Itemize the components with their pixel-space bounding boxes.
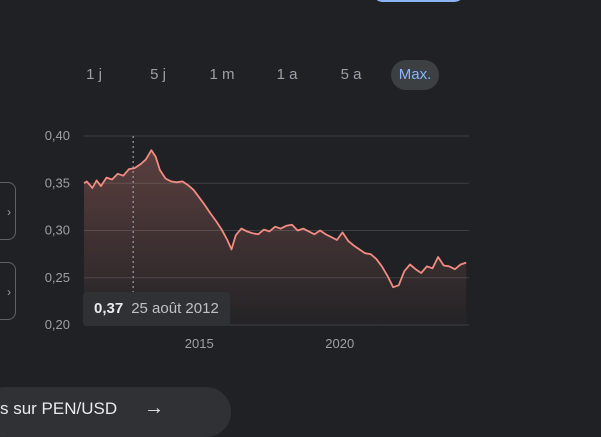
x-tick-label: 2020 <box>325 336 354 351</box>
series-area <box>84 150 467 325</box>
x-tick-label: 2015 <box>185 336 214 351</box>
range-5d-button[interactable]: 5 j <box>150 66 166 83</box>
range-max-button[interactable]: Max. <box>391 60 439 90</box>
y-tick-label: 0,30 <box>45 223 70 238</box>
side-panel-button-top[interactable]: › <box>0 182 16 240</box>
range-1d-button[interactable]: 1 j <box>86 66 102 83</box>
more-info-link[interactable]: s sur PEN/USD → <box>0 387 231 437</box>
range-1y-button[interactable]: 1 a <box>276 66 298 83</box>
chevron-icon: › <box>7 285 11 299</box>
more-info-label: s sur PEN/USD <box>0 399 118 418</box>
series-line <box>83 149 467 289</box>
top-action-button[interactable] <box>372 0 465 2</box>
exchange-rate-chart[interactable]: 0,40 0,35 0,30 0,25 0,20 2015 2020 <box>0 0 601 413</box>
y-tick-label: 0,40 <box>45 128 70 143</box>
tooltip-value: 0,37 <box>94 300 124 317</box>
y-tick-label: 0,20 <box>45 317 70 332</box>
chevron-icon: › <box>7 205 11 219</box>
arrow-right-icon: → <box>144 397 164 419</box>
hover-tooltip: 0,37 25 août 2012 <box>83 292 230 326</box>
tooltip-date: 25 août 2012 <box>131 300 219 317</box>
range-5y-button[interactable]: 5 a <box>340 66 362 83</box>
y-tick-label: 0,35 <box>45 175 70 190</box>
side-panel-button-bottom[interactable]: › <box>0 262 16 320</box>
range-1m-button[interactable]: 1 m <box>209 66 235 83</box>
y-tick-label: 0,25 <box>45 270 70 285</box>
